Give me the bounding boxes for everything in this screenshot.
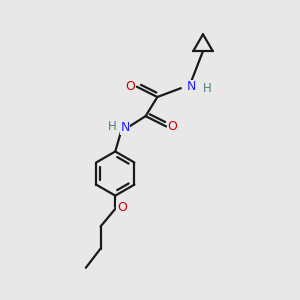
Text: O: O: [117, 201, 127, 214]
Text: H: H: [108, 120, 117, 133]
Text: O: O: [125, 80, 135, 93]
Text: H: H: [203, 82, 212, 95]
Text: N: N: [120, 122, 130, 134]
Text: N: N: [187, 80, 196, 93]
Text: O: O: [168, 120, 178, 133]
